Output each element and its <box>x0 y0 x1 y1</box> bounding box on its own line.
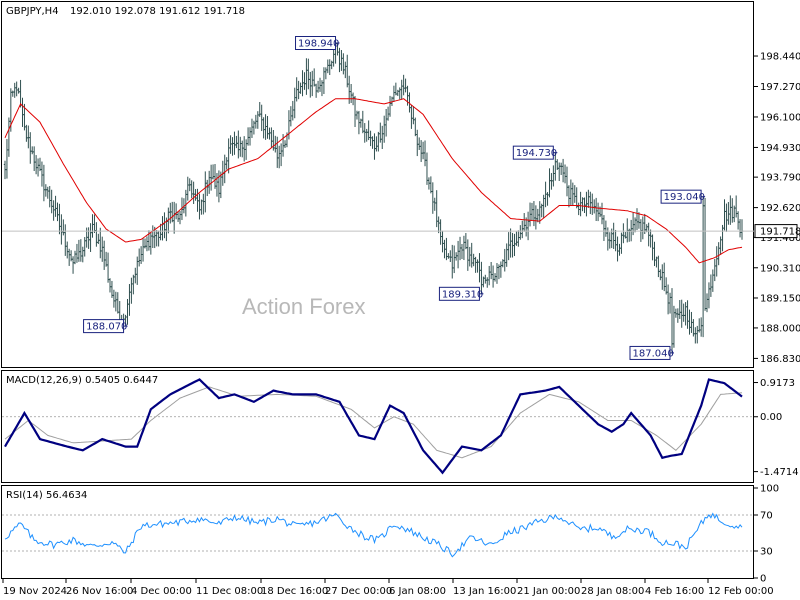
price-tick-label: 188.000 <box>760 323 800 334</box>
price-tick-label: 192.620 <box>760 203 800 214</box>
time-tick-label: 26 Nov 16:00 <box>66 586 133 597</box>
annotation-198.940: 198.940 <box>295 36 340 51</box>
annotation-box <box>295 36 337 51</box>
price-axis: 198.440 197.270 196.100 194.930 193.790 192.6… <box>754 52 800 365</box>
macd-line <box>4 378 743 475</box>
rsi-tick-label: 0 <box>760 574 766 585</box>
last-price-label: 191.718 <box>760 227 800 238</box>
time-tick-label: 28 Jan 08:00 <box>581 586 644 597</box>
time-tick-label: 21 Jan 00:00 <box>517 586 580 597</box>
last-price-box <box>754 224 798 239</box>
time-tick-label: 11 Dec 08:00 <box>196 586 263 597</box>
macd-pane[interactable] <box>1 370 754 483</box>
ohlc-header: 192.010 192.078 191.612 191.718 <box>70 6 245 17</box>
price-annotations: 198.940 188.070 189.310 194.730 193.040 187.0… <box>83 36 706 360</box>
ohlc-bars <box>3 43 744 353</box>
annotation-label: 193.040 <box>664 192 705 203</box>
rsi-tick-label: 100 <box>760 484 779 495</box>
price-tick-label: 193.790 <box>760 173 800 184</box>
time-tick-label: 6 Jan 08:00 <box>389 586 446 597</box>
macd-tick-label: 0.00 <box>760 412 782 423</box>
annotation-label: 189.310 <box>442 289 483 300</box>
price-tick-label: 186.830 <box>760 354 800 365</box>
rsi-title: RSI(14) 56.4634 <box>6 490 87 501</box>
time-tick-label: 19 Nov 2024 <box>3 586 67 597</box>
annotation-box <box>629 345 671 360</box>
annotation-box <box>512 145 554 160</box>
price-tick-label: 189.150 <box>760 293 800 304</box>
macd-title: MACD(12,26,9) 0.5405 0.6447 <box>6 375 158 386</box>
symbol-header: GBPJPY,H4 <box>6 6 59 17</box>
macd-axis: 0.9173 0.00 -1.4714 <box>754 378 799 478</box>
moving-average-line <box>4 98 743 264</box>
rsi-line <box>4 512 743 558</box>
annotation-label: 194.730 <box>516 148 557 159</box>
time-tick-label: 18 Dec 16:00 <box>261 586 328 597</box>
price-tick-label: 191.480 <box>760 233 800 244</box>
price-tick-label: 190.310 <box>760 263 800 274</box>
annotation-box <box>83 319 125 334</box>
price-tick-label: 194.930 <box>760 143 800 154</box>
macd-tick-label: -1.4714 <box>760 467 799 478</box>
price-tick-label: 196.100 <box>760 112 800 123</box>
annotation-187.040: 187.040 <box>629 345 674 360</box>
time-tick-label: 12 Feb 00:00 <box>708 586 774 597</box>
annotation-box <box>438 286 480 301</box>
annotation-label: 187.040 <box>632 348 673 359</box>
rsi-tick-label: 70 <box>760 511 773 522</box>
annotation-box <box>660 189 702 204</box>
annotation-label: 198.940 <box>298 39 339 50</box>
rsi-tick-label: 30 <box>760 547 773 558</box>
time-tick-label: 4 Feb 16:00 <box>645 586 704 597</box>
rsi-pane[interactable] <box>1 485 754 579</box>
time-tick-label: 13 Jan 16:00 <box>453 586 516 597</box>
annotation-188.070: 188.070 <box>83 319 128 334</box>
watermark: Action Forex <box>242 294 366 319</box>
time-tick-label: 4 Dec 00:00 <box>131 586 192 597</box>
rsi-axis: 100 70 30 0 <box>754 484 779 585</box>
time-tick-label: 27 Dec 00:00 <box>325 586 392 597</box>
annotation-label: 188.070 <box>86 322 127 333</box>
annotation-193.040: 193.040 <box>660 189 706 204</box>
price-pane[interactable] <box>1 1 754 368</box>
last-price-marker: 191.718 <box>2 224 800 239</box>
macd-signal-line <box>4 386 743 459</box>
price-tick-label: 197.270 <box>760 82 800 93</box>
rsi-levels <box>2 514 754 552</box>
macd-tick-label: 0.9173 <box>760 378 795 389</box>
annotation-194.730: 194.730 <box>512 145 558 160</box>
annotation-189.310: 189.310 <box>438 286 484 301</box>
price-tick-label: 198.440 <box>760 52 800 63</box>
